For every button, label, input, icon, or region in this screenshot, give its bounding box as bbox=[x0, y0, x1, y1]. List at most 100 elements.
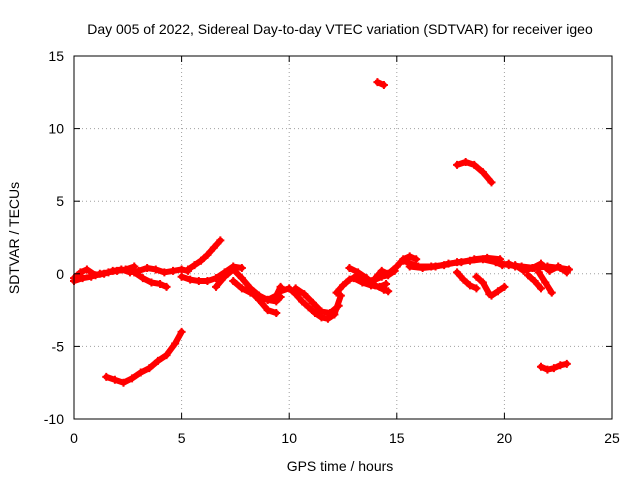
data-point bbox=[151, 265, 160, 274]
data-point bbox=[358, 278, 367, 287]
data-point bbox=[371, 274, 380, 283]
data-point bbox=[373, 78, 382, 87]
x-tick-label: 10 bbox=[281, 430, 297, 446]
data-point bbox=[177, 327, 186, 336]
series-line bbox=[277, 285, 344, 322]
data-point bbox=[336, 291, 345, 300]
data-point bbox=[444, 259, 453, 268]
data-point bbox=[459, 275, 468, 284]
data-point bbox=[472, 272, 481, 281]
data-point bbox=[536, 259, 545, 268]
data-point bbox=[87, 272, 96, 281]
data-point bbox=[95, 269, 104, 278]
data-point bbox=[478, 168, 487, 177]
data-point bbox=[272, 297, 281, 306]
data-point bbox=[470, 160, 479, 169]
data-point bbox=[272, 309, 281, 318]
data-point bbox=[405, 252, 414, 261]
data-point bbox=[311, 309, 320, 318]
data-point bbox=[78, 274, 87, 283]
data-point bbox=[366, 281, 375, 290]
data-point bbox=[162, 351, 171, 360]
data-point bbox=[136, 368, 145, 377]
y-tick-label: 0 bbox=[56, 266, 64, 282]
data-point bbox=[76, 268, 85, 277]
data-point bbox=[487, 291, 496, 300]
data-point bbox=[276, 287, 285, 296]
data-point bbox=[556, 361, 565, 370]
data-point bbox=[384, 287, 393, 296]
data-point bbox=[171, 339, 180, 348]
data-point bbox=[304, 303, 313, 312]
data-point bbox=[298, 297, 307, 306]
x-tick-label: 20 bbox=[497, 430, 513, 446]
data-point bbox=[110, 375, 119, 384]
data-point bbox=[384, 269, 393, 278]
data-series-s26 bbox=[373, 78, 388, 90]
data-point bbox=[237, 263, 246, 272]
data-point bbox=[194, 277, 203, 286]
data-point bbox=[541, 278, 550, 287]
data-point bbox=[186, 275, 195, 284]
data-point bbox=[399, 256, 408, 265]
data-point bbox=[453, 160, 462, 169]
data-series-s23 bbox=[524, 271, 545, 293]
x-axis-label: GPS time / hours bbox=[287, 458, 394, 474]
data-point bbox=[483, 253, 492, 262]
data-point bbox=[545, 266, 554, 275]
data-point bbox=[332, 288, 341, 297]
data-point bbox=[263, 306, 272, 315]
data-point bbox=[511, 261, 520, 270]
data-point bbox=[375, 282, 384, 291]
data-point bbox=[291, 284, 300, 293]
data-series-s18 bbox=[453, 268, 481, 293]
data-point bbox=[562, 359, 571, 368]
data-point bbox=[392, 262, 401, 271]
y-tick-label: 15 bbox=[48, 48, 64, 64]
data-point bbox=[491, 258, 500, 267]
y-tick-label: -10 bbox=[44, 411, 64, 427]
data-point bbox=[339, 281, 347, 290]
y-tick-label: 5 bbox=[56, 193, 64, 209]
data-point bbox=[345, 263, 354, 272]
data-point bbox=[300, 290, 309, 299]
data-point bbox=[382, 279, 391, 288]
data-point bbox=[478, 278, 487, 287]
y-tick-label: -5 bbox=[52, 338, 65, 354]
data-point bbox=[349, 274, 358, 283]
x-tick-label: 15 bbox=[389, 430, 405, 446]
data-series bbox=[70, 78, 573, 387]
series-line bbox=[454, 269, 480, 292]
data-point bbox=[212, 282, 221, 291]
x-tick-label: 5 bbox=[178, 430, 186, 446]
data-point bbox=[143, 263, 152, 272]
y-tick-label: 10 bbox=[48, 121, 64, 137]
data-series-s22 bbox=[511, 259, 571, 277]
data-point bbox=[536, 362, 545, 371]
data-point bbox=[203, 250, 212, 259]
data-point bbox=[379, 81, 388, 90]
data-series-s4 bbox=[102, 327, 186, 387]
data-point bbox=[203, 277, 212, 286]
data-series-s11 bbox=[291, 284, 343, 318]
data-point bbox=[461, 157, 470, 166]
data-point bbox=[160, 268, 169, 277]
data-point bbox=[405, 262, 414, 271]
data-point bbox=[457, 258, 466, 267]
data-point bbox=[528, 263, 537, 272]
data-point bbox=[184, 265, 193, 274]
data-point bbox=[418, 263, 427, 272]
data-point bbox=[147, 278, 156, 287]
data-point bbox=[246, 287, 255, 296]
data-series-s3 bbox=[130, 268, 171, 291]
data-point bbox=[470, 255, 479, 264]
data-point bbox=[220, 272, 229, 281]
data-point bbox=[130, 268, 139, 277]
chart-title: Day 005 of 2022, Sidereal Day-to-day VTE… bbox=[87, 21, 593, 37]
data-point bbox=[128, 374, 137, 383]
data-point bbox=[534, 268, 543, 277]
data-series-s17 bbox=[405, 253, 505, 272]
data-point bbox=[168, 266, 177, 275]
data-point bbox=[255, 295, 264, 304]
